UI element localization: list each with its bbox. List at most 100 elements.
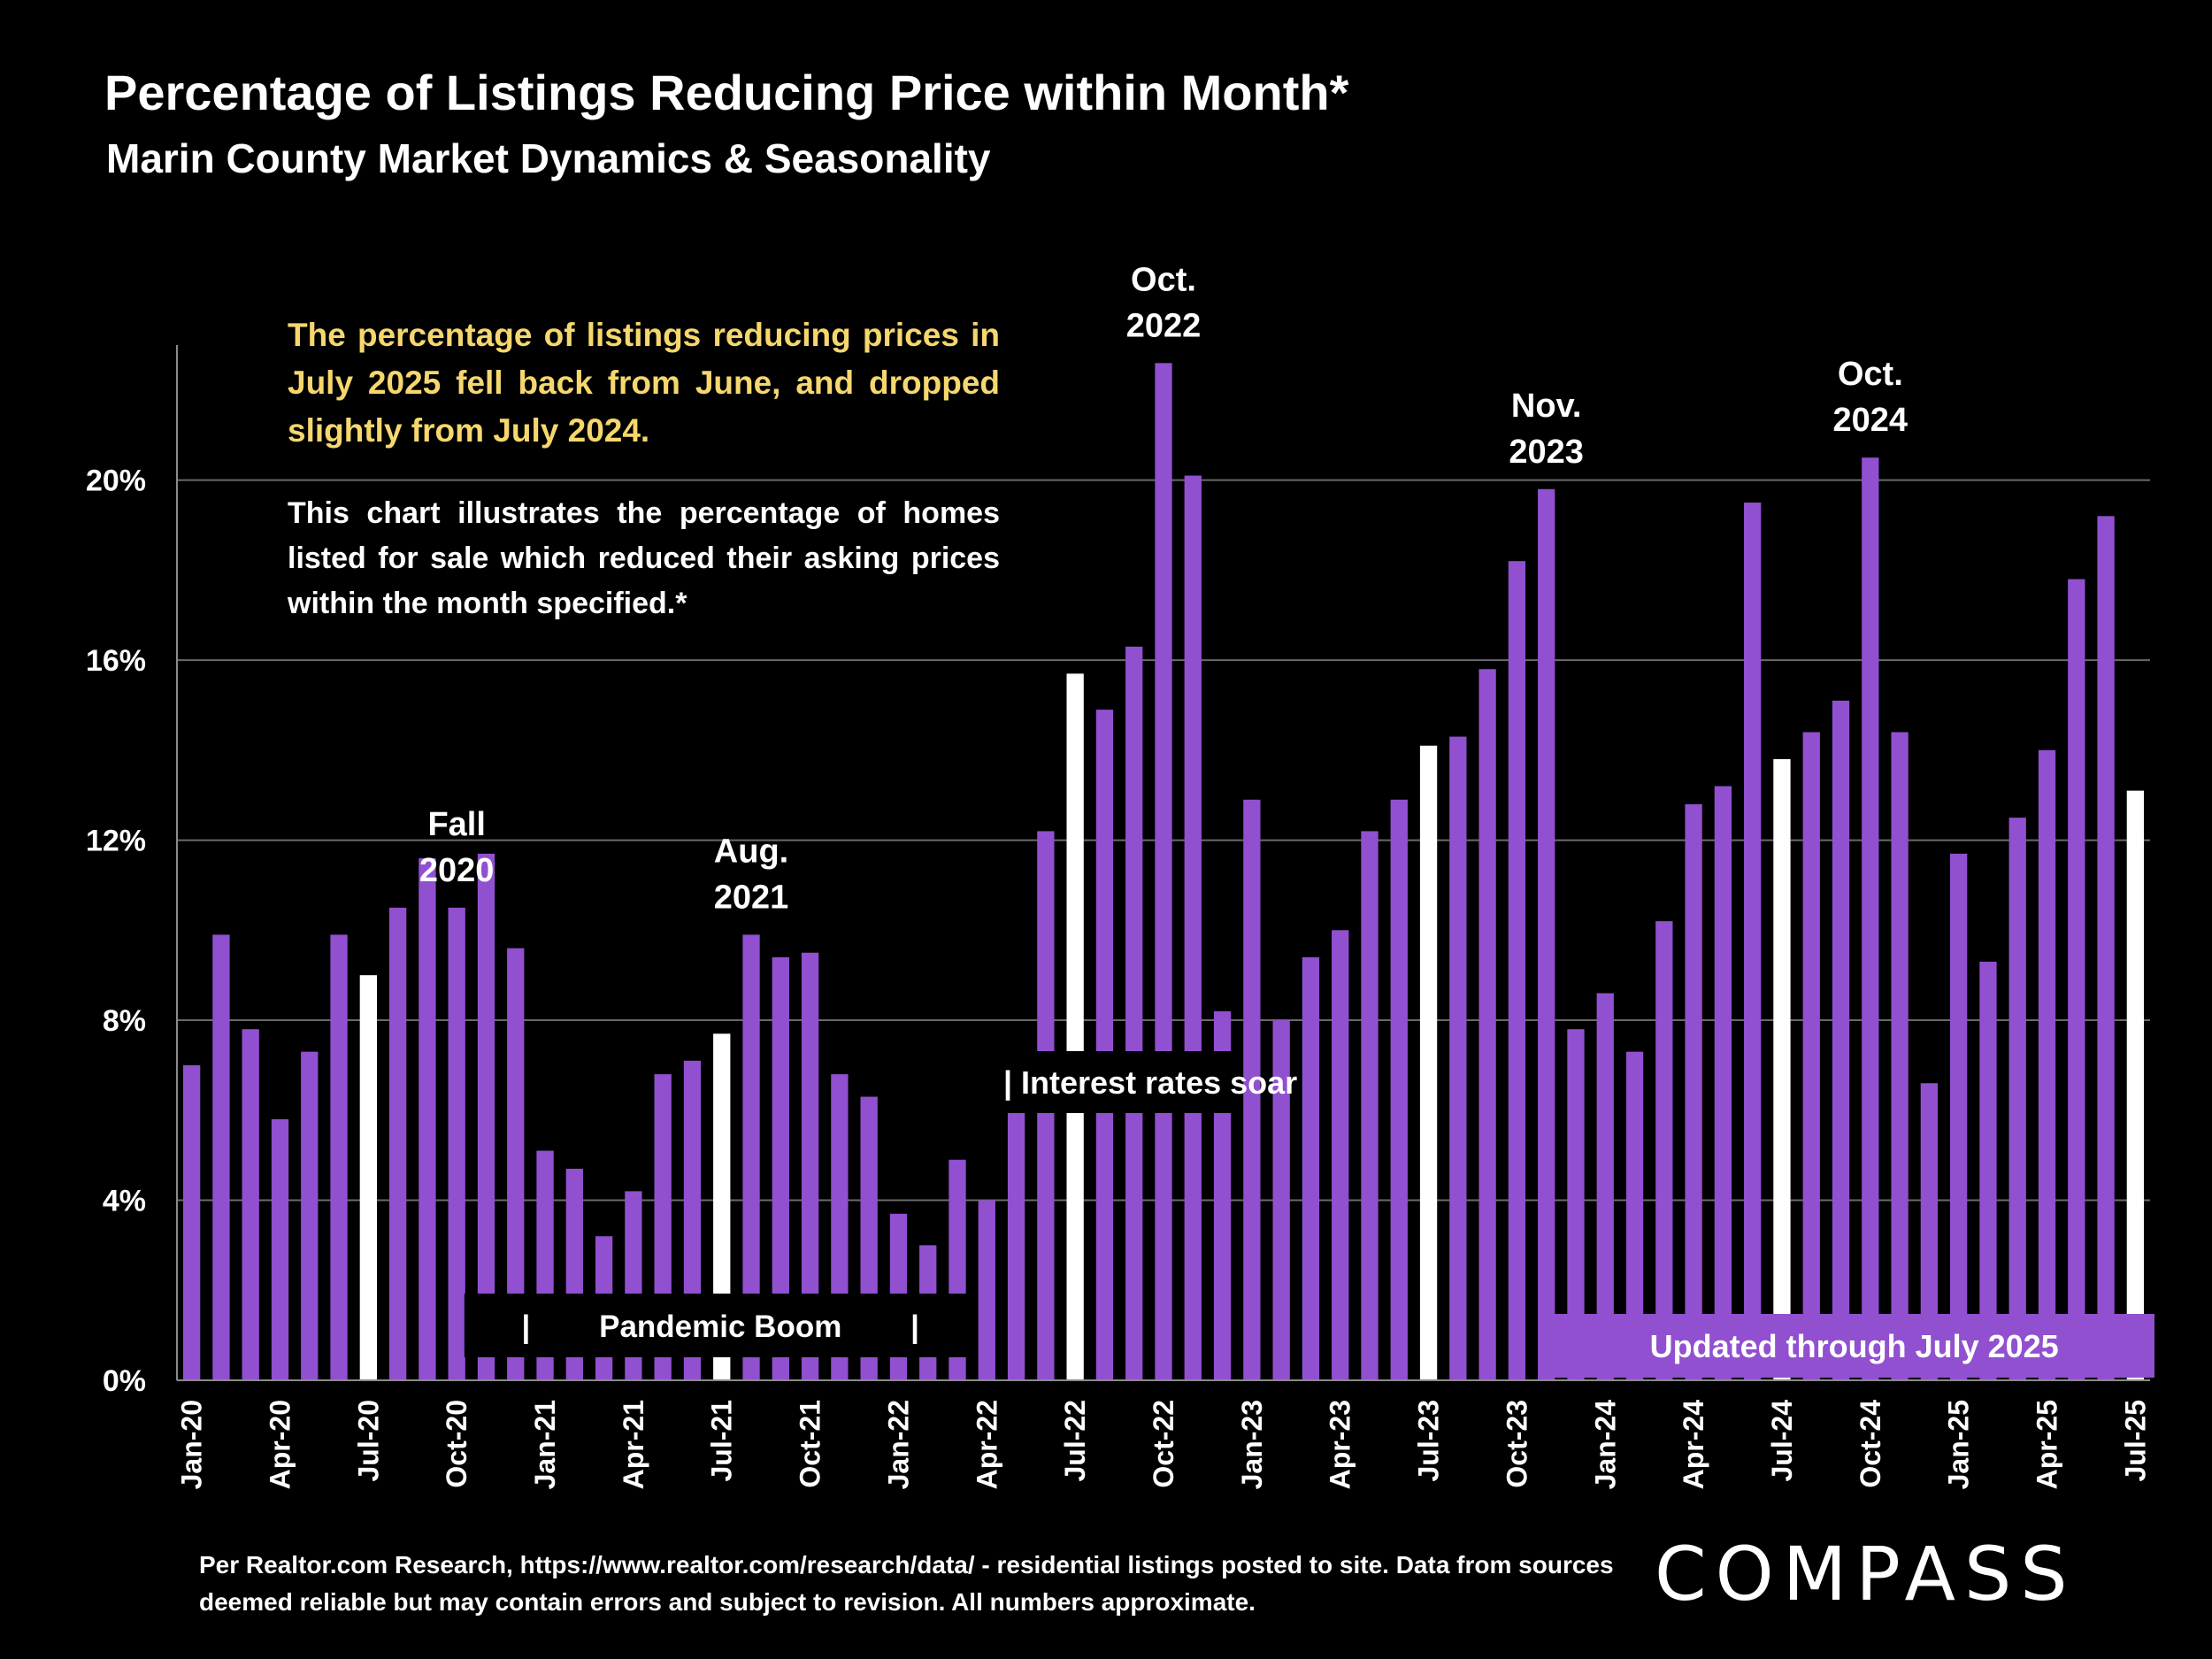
- peak-annotation: Nov.: [1511, 388, 1582, 425]
- description-note: This chart illustrates the percentage of…: [288, 496, 1000, 620]
- bar-jul-23: [1419, 745, 1438, 1380]
- event-label: Updated through July 2025: [1650, 1328, 2059, 1364]
- event-band: [994, 1051, 1242, 1113]
- x-tick-label: Oct-20: [441, 1400, 472, 1488]
- bar-feb-23: [1272, 1020, 1290, 1380]
- bar-feb-24: [1625, 1051, 1644, 1380]
- bar-nov-20: [477, 853, 495, 1380]
- x-tick-label: Apr-21: [618, 1400, 649, 1489]
- chart-title: Percentage of Listings Reducing Price wi…: [104, 65, 1349, 120]
- bar-jun-23: [1390, 799, 1408, 1380]
- x-tick-label: Jul-24: [1766, 1400, 1798, 1482]
- bar-jul-25: [2126, 790, 2145, 1380]
- bar-aug-23: [1449, 736, 1467, 1380]
- event-label: | Pandemic Boom |: [522, 1310, 919, 1344]
- bar-may-22: [1007, 1087, 1025, 1380]
- y-tick-label: 12%: [86, 825, 146, 858]
- y-tick-label: 20%: [86, 465, 146, 498]
- bar-may-23: [1361, 831, 1379, 1380]
- bar-dec-23: [1567, 1029, 1585, 1380]
- bar-nov-22: [1184, 475, 1202, 1380]
- bar-jul-24: [1773, 759, 1791, 1380]
- bar-aug-21: [742, 934, 760, 1380]
- event-band: [464, 1294, 977, 1357]
- x-tick-label: Jul-23: [1413, 1400, 1445, 1481]
- bar-aug-20: [388, 907, 407, 1380]
- compass-logo: COMPASS: [1655, 1531, 2077, 1617]
- x-tick-label: Apr-25: [2032, 1400, 2063, 1489]
- bar-may-20: [301, 1051, 319, 1380]
- bar-apr-24: [1685, 803, 1702, 1380]
- x-tick-label: Oct-24: [1855, 1400, 1886, 1488]
- bar-nov-24: [1891, 732, 1909, 1380]
- source-footnote: Per Realtor.com Research, https://www.re…: [199, 1551, 1614, 1616]
- event-label: | Interest rates soar: [1003, 1064, 1297, 1102]
- bar-sep-21: [772, 956, 789, 1380]
- x-tick-label: Jan-22: [882, 1400, 914, 1489]
- chart-subtitle: Marin County Market Dynamics & Seasonali…: [106, 135, 991, 181]
- peak-annotation: 2024: [1833, 402, 1909, 439]
- peak-annotation: Fall: [427, 806, 485, 843]
- x-tick-label: Apr-20: [264, 1400, 296, 1489]
- bar-jun-20: [330, 934, 348, 1380]
- x-tick-label: Jan-24: [1589, 1400, 1621, 1490]
- bar-mar-25: [2008, 818, 2026, 1380]
- bar-jun-25: [2097, 516, 2115, 1380]
- bar-oct-22: [1155, 363, 1172, 1380]
- bar-may-25: [2068, 579, 2085, 1380]
- bar-may-24: [1714, 786, 1732, 1380]
- peak-annotation: Oct.: [1131, 261, 1196, 298]
- bar-jan-25: [1950, 853, 1968, 1380]
- x-tick-label: Apr-22: [971, 1400, 1002, 1489]
- bar-sep-24: [1832, 700, 1850, 1380]
- x-tick-label: Apr-23: [1325, 1400, 1356, 1489]
- bar-mar-23: [1302, 956, 1320, 1380]
- bar-jul-22: [1066, 673, 1084, 1380]
- bar-oct-21: [801, 952, 819, 1380]
- y-tick-label: 8%: [103, 1004, 146, 1038]
- peak-annotation: 2021: [714, 879, 789, 916]
- bar-oct-20: [448, 907, 465, 1380]
- bar-nov-23: [1538, 488, 1555, 1380]
- x-tick-label: Jul-25: [2119, 1400, 2151, 1481]
- x-tick-label: Jan-21: [529, 1400, 561, 1489]
- bar-jan-20: [182, 1064, 201, 1380]
- x-tick-label: Jul-20: [352, 1400, 384, 1481]
- x-tick-label: Jan-25: [1943, 1400, 1975, 1489]
- bar-dec-24: [1920, 1083, 1939, 1380]
- x-tick-label: Jan-20: [176, 1400, 208, 1489]
- bar-dec-20: [507, 948, 525, 1380]
- bar-jun-24: [1744, 503, 1762, 1380]
- peak-annotation: 2022: [1126, 307, 1202, 344]
- bar-jan-23: [1243, 799, 1261, 1380]
- y-tick-label: 4%: [103, 1185, 146, 1218]
- event-band: [1554, 1314, 2154, 1378]
- bar-apr-25: [2038, 749, 2056, 1380]
- x-tick-label: Jul-21: [706, 1400, 738, 1481]
- bar-sep-20: [419, 857, 436, 1380]
- x-tick-label: Oct-22: [1148, 1400, 1179, 1488]
- bar-feb-20: [212, 934, 230, 1380]
- x-tick-label: Oct-21: [795, 1400, 826, 1488]
- y-tick-label: 16%: [86, 644, 146, 678]
- peak-annotation: Oct.: [1838, 356, 1903, 393]
- bar-apr-23: [1332, 930, 1349, 1380]
- peak-annotation: 2020: [419, 852, 495, 889]
- bar-aug-22: [1095, 710, 1114, 1380]
- bar-apr-22: [978, 1200, 995, 1380]
- bar-jul-20: [359, 975, 377, 1380]
- x-tick-label: Jul-22: [1059, 1400, 1091, 1481]
- y-tick-label: 0%: [103, 1364, 146, 1398]
- bar-jan-24: [1596, 993, 1614, 1380]
- x-tick-label: Jan-23: [1236, 1400, 1268, 1489]
- bar-sep-22: [1125, 646, 1143, 1380]
- peak-annotation: Aug.: [714, 833, 788, 870]
- highlight-note: The percentage of listings reducing pric…: [288, 317, 1000, 449]
- bar-mar-20: [242, 1029, 259, 1380]
- peak-annotation: 2023: [1509, 434, 1584, 471]
- bar-oct-23: [1508, 561, 1526, 1380]
- bar-sep-23: [1479, 669, 1496, 1380]
- bar-feb-25: [1979, 961, 1997, 1380]
- x-tick-label: Oct-23: [1501, 1400, 1532, 1488]
